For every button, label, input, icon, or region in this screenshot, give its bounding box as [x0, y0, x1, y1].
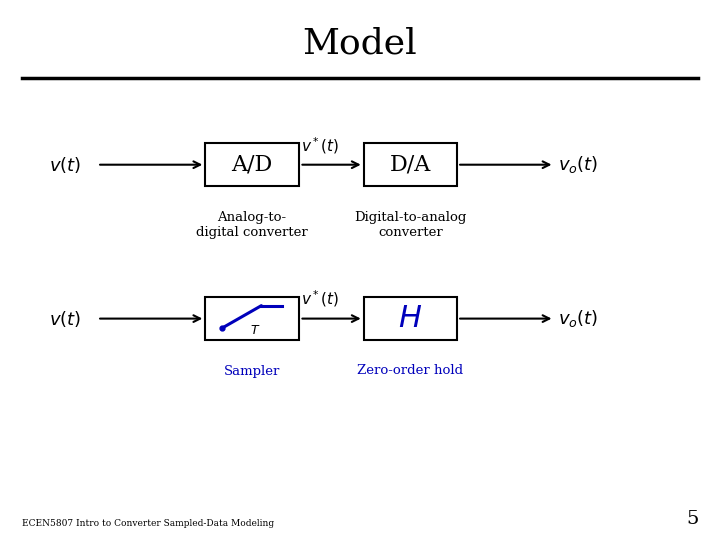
Text: $v_o(t)$: $v_o(t)$	[558, 154, 598, 175]
Text: Digital-to-analog
converter: Digital-to-analog converter	[354, 211, 467, 239]
Bar	[205, 143, 299, 186]
Text: Model: Model	[302, 26, 418, 60]
Text: ECEN5807 Intro to Converter Sampled-Data Modeling: ECEN5807 Intro to Converter Sampled-Data…	[22, 519, 274, 528]
Text: $v_o(t)$: $v_o(t)$	[558, 308, 598, 329]
Bar	[364, 297, 457, 340]
Text: $v(t)$: $v(t)$	[49, 154, 81, 175]
Text: $T$: $T$	[251, 325, 261, 338]
Text: $v^*(t)$: $v^*(t)$	[301, 135, 339, 156]
Text: $v(t)$: $v(t)$	[49, 308, 81, 329]
Text: A/D: A/D	[231, 154, 273, 176]
Text: 5: 5	[686, 510, 698, 528]
Text: Analog-to-
digital converter: Analog-to- digital converter	[196, 211, 308, 239]
Bar	[364, 143, 457, 186]
Text: D/A: D/A	[390, 154, 431, 176]
Text: $v^*(t)$: $v^*(t)$	[301, 289, 339, 309]
Bar	[205, 297, 299, 340]
Text: Sampler: Sampler	[224, 364, 280, 377]
Text: Zero-order hold: Zero-order hold	[357, 364, 464, 377]
Text: $H$: $H$	[398, 303, 423, 334]
